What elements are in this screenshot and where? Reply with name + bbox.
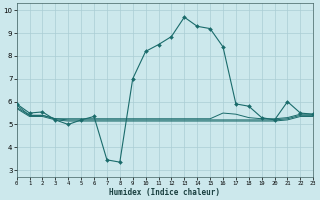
X-axis label: Humidex (Indice chaleur): Humidex (Indice chaleur) <box>109 188 220 197</box>
